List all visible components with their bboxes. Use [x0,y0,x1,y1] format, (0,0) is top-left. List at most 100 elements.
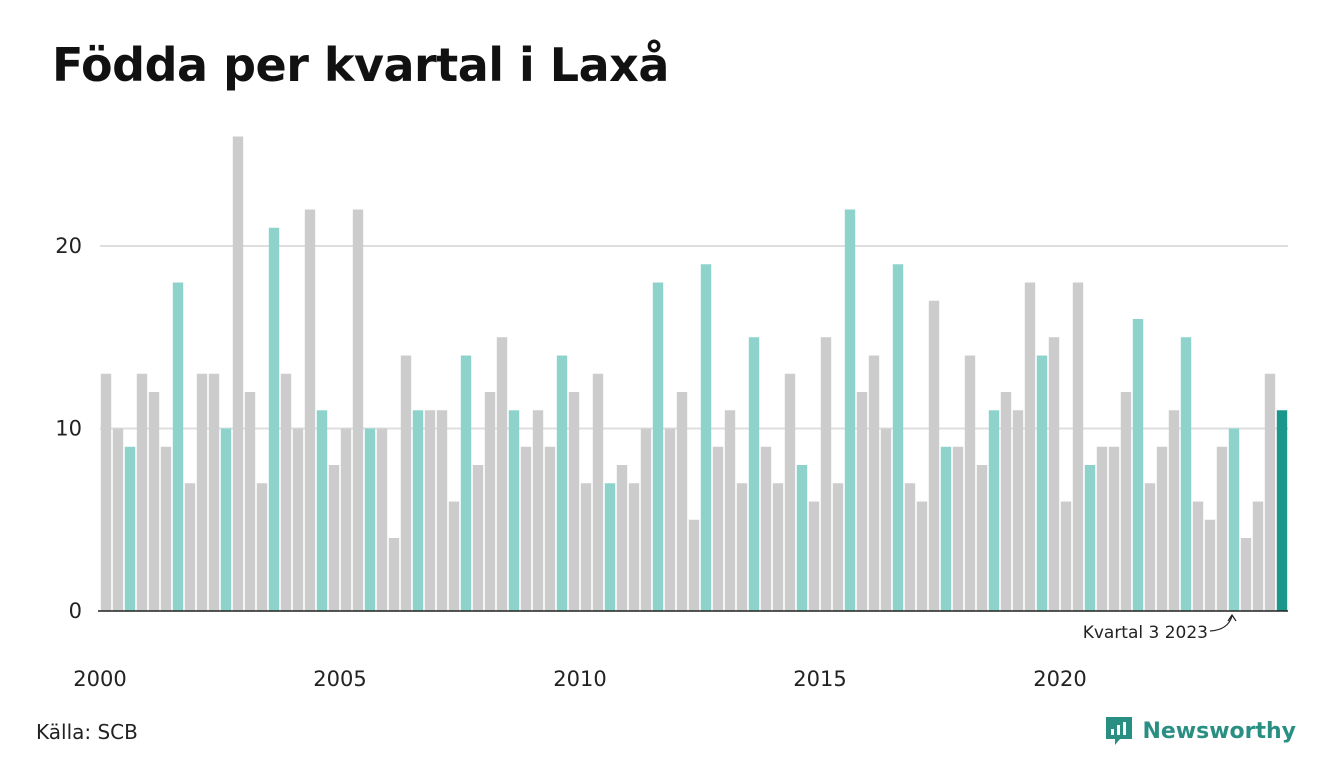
x-axis-ticks: 2000 2005 2010 2015 2020 [73,667,1086,691]
bar [820,337,832,611]
bar [1000,392,1012,611]
bar [892,264,904,611]
bar [904,483,916,611]
bar [340,428,352,611]
bar [424,410,436,611]
bar [508,410,520,611]
bar [520,446,532,611]
bar [316,410,328,611]
bar [280,373,292,611]
bar [136,373,148,611]
bar [928,300,940,611]
y-tick-label: 0 [69,599,82,623]
bar [1084,465,1096,611]
x-tick-label: 2000 [73,667,126,691]
bar [1108,446,1120,611]
bar [736,483,748,611]
y-tick-label: 10 [55,417,82,441]
newsworthy-logo-icon [1106,717,1133,745]
chart-title: Födda per kvartal i Laxå [52,38,669,92]
bar [196,373,208,611]
bar [724,410,736,611]
bar [568,392,580,611]
bar [292,428,304,611]
bar [688,519,700,611]
annotation-label: Kvartal 3 2023 [1083,623,1208,643]
bar [496,337,508,611]
bar [616,465,628,611]
bar [580,483,592,611]
bar [412,410,424,611]
bar [184,483,196,611]
bar [352,209,364,611]
bar [652,282,664,611]
bar [640,428,652,611]
bar [256,483,268,611]
x-tick-label: 2005 [313,667,366,691]
bar [400,355,412,611]
bar [244,392,256,611]
bar [484,392,496,611]
bar [1216,446,1228,611]
bar [100,373,112,611]
bar [1060,501,1072,611]
bar [916,501,928,611]
bar [388,538,400,611]
y-axis-ticks: 0 10 20 [55,234,82,623]
bar [940,446,952,611]
bar [556,355,568,611]
bar [232,136,244,611]
bar [784,373,796,611]
bar [1240,538,1252,611]
bar [856,392,868,611]
bar [1036,355,1048,611]
bar [1180,337,1192,611]
bar [220,428,232,611]
bar [1012,410,1024,611]
bar [1096,446,1108,611]
bar [472,465,484,611]
bar [544,446,556,611]
bar [1168,410,1180,611]
bar [880,428,892,611]
highlight-annotation: Kvartal 3 2023 [1083,613,1237,643]
bar [1120,392,1132,611]
bar [328,465,340,611]
bar [976,465,988,611]
source-note: Källa: SCB [36,720,138,744]
bar [748,337,760,611]
bar [460,355,472,611]
bar [964,355,976,611]
bar [1228,428,1240,611]
bar [1072,282,1084,611]
bar [1144,483,1156,611]
bar [532,410,544,611]
bar [208,373,220,611]
bar [676,392,688,611]
bar [844,209,856,611]
brand-logo[interactable]: Newsworthy [1104,714,1296,748]
bar [172,282,184,611]
bar [796,465,808,611]
bar [1156,446,1168,611]
bar [772,483,784,611]
bar [268,227,280,611]
bar [364,428,376,611]
bar [1024,282,1036,611]
bar [952,446,964,611]
bar [700,264,712,611]
bar [1252,501,1264,611]
bar [1048,337,1060,611]
bar [376,428,388,611]
bar [808,501,820,611]
bar [1276,410,1288,611]
bar [124,446,136,611]
bar-chart: 0 10 20 2000 2005 2010 2015 2020 Kvartal 3 202… [55,136,1288,691]
bar [112,428,124,611]
bar [628,483,640,611]
bar [1264,373,1276,611]
bar [832,483,844,611]
x-tick-label: 2010 [553,667,606,691]
bar [1204,519,1216,611]
bar [712,446,724,611]
